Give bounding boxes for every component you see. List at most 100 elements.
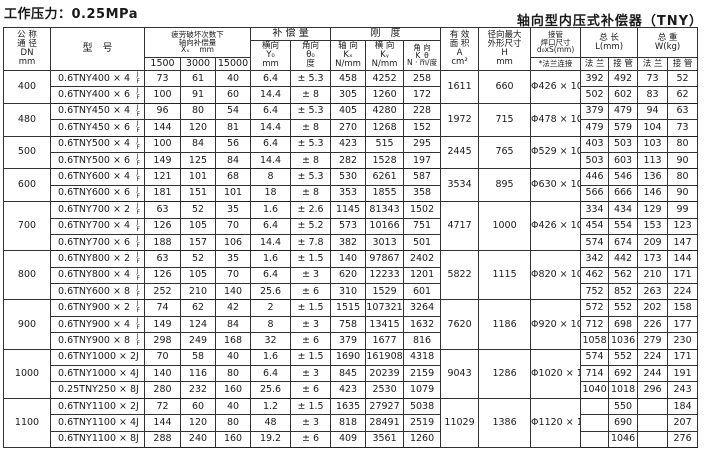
lateral-y-cell: 1.6 xyxy=(250,250,292,268)
angular-theta-cell: ± 6 xyxy=(290,283,332,301)
fatigue-3000-cell: 157 xyxy=(180,233,216,252)
fatigue-15000-cell: 106 xyxy=(214,233,252,252)
header-angular-k: 角 向 K_θ N · m/度 xyxy=(403,40,442,71)
dn-cell: 800 xyxy=(3,250,51,301)
length-pipe-cell: 579 xyxy=(608,119,639,137)
fatigue-1500-cell: 181 xyxy=(144,184,181,203)
fatigue-15000-cell: 56 xyxy=(214,135,252,153)
axial-k-cell: 620 xyxy=(330,266,367,285)
flange-mark: F xyxy=(136,340,140,348)
axial-k-cell: 310 xyxy=(330,283,367,301)
angular-theta-cell: ± 1.5 xyxy=(290,397,332,416)
header-flange-connection: *法兰连接 xyxy=(530,57,582,71)
fatigue-15000-cell: 35 xyxy=(214,250,252,268)
length-flange-cell: 502 xyxy=(580,86,610,104)
weight-flange-cell: 210 xyxy=(637,266,669,285)
outer-size-cell: 715 xyxy=(478,102,532,137)
weld-size-cell: Φ426 × 10 xyxy=(530,70,582,104)
flange-mark: F xyxy=(136,78,140,85)
axial-k-cell: 382 xyxy=(330,233,367,252)
fatigue-1500-cell: 100 xyxy=(144,86,181,104)
lateral-k-cell: 1529 xyxy=(365,283,405,301)
axial-k-cell: 379 xyxy=(330,332,367,350)
fatigue-15000-cell: 35 xyxy=(214,201,252,219)
length-pipe-cell: 690 xyxy=(608,414,639,432)
fatigue-1500-cell: 96 xyxy=(144,102,181,121)
axial-k-cell: 409 xyxy=(330,430,367,448)
area-cell: 5822 xyxy=(440,250,480,301)
table-row: 0.6TNY1100 × 8J 288 240 160 19.2 ± 6 409 3561 12… xyxy=(4,430,699,448)
lateral-k-cell: 97867 xyxy=(365,250,405,268)
axial-k-cell: 305 xyxy=(330,86,367,104)
flange-mark: F xyxy=(136,225,140,233)
fatigue-1500-cell: 140 xyxy=(144,365,181,383)
fatigue-15000-cell: 84 xyxy=(214,315,252,334)
fatigue-1500-cell: 149 xyxy=(144,315,181,334)
angular-k-cell: 172 xyxy=(403,86,442,104)
fatigue-3000-cell: 249 xyxy=(180,332,216,350)
length-flange-cell: 714 xyxy=(580,365,610,383)
pipe-mark: J xyxy=(136,333,139,341)
fatigue-3000-cell: 52 xyxy=(180,201,216,219)
header-length: 总 长 L(mm) xyxy=(580,27,639,58)
length-pipe-cell: 434 xyxy=(608,201,639,219)
length-pipe-cell: 546 xyxy=(608,168,639,186)
outer-size-cell: 1286 xyxy=(478,348,532,399)
lateral-y-cell: 25.6 xyxy=(250,381,292,399)
weight-pipe-cell: 276 xyxy=(667,430,699,448)
axial-k-cell: 1515 xyxy=(330,299,367,317)
length-flange-cell: 712 xyxy=(580,315,610,334)
length-flange-cell: 446 xyxy=(580,168,610,186)
weight-flange-cell xyxy=(637,430,669,448)
area-cell: 11029 xyxy=(440,397,480,448)
area-cell: 1972 xyxy=(440,102,480,137)
flange-mark: F xyxy=(136,127,140,135)
lateral-y-cell: 14.4 xyxy=(250,233,292,252)
lateral-k-cell: 12233 xyxy=(365,266,405,285)
weight-flange-cell: 129 xyxy=(637,201,669,219)
angular-theta-cell: ± 6 xyxy=(290,332,332,350)
length-pipe-cell: 552 xyxy=(608,299,639,317)
lateral-y-cell: 8 xyxy=(250,168,292,186)
dn-cell: 500 xyxy=(3,135,51,170)
spec-table: 公 称通 径 DN mm 型 号 疲劳破坏次数下 轴向补偿量 Xₓ mm 补 偿 量 刚… xyxy=(3,27,699,448)
table-row: 700 0.6TNY700 × 2 J F 63 52 35 1.6 ± 2.6 1145 8134… xyxy=(3,201,699,252)
area-cell: 9043 xyxy=(440,348,480,399)
table-row: 0.6TNY500 × 6 J F 149 125 84 14.4 ± 8 282 1528 197… xyxy=(4,151,699,170)
dn-cell: 700 xyxy=(3,201,51,252)
length-flange-cell: 392 xyxy=(580,69,610,88)
weight-pipe-cell: 207 xyxy=(667,414,699,432)
weight-flange-cell xyxy=(637,414,669,432)
weight-flange-cell: 224 xyxy=(637,348,669,367)
weight-flange-cell: 104 xyxy=(637,119,669,137)
length-flange-cell: 1040 xyxy=(580,381,610,399)
axial-k-cell: 405 xyxy=(330,102,367,121)
weight-flange-cell: 113 xyxy=(637,151,669,170)
length-flange-cell: 566 xyxy=(580,184,610,203)
weight-pipe-cell: 63 xyxy=(667,102,699,121)
weight-flange-cell: 263 xyxy=(637,283,669,301)
model-name: 0.6TNY400 × 4 xyxy=(58,72,130,84)
model-cell: 0.6TNY1000 × 2J xyxy=(50,348,145,367)
header-angular-theta: 角向 θ₀ 度 xyxy=(290,40,332,71)
lateral-k-cell: 1528 xyxy=(365,151,405,170)
lateral-y-cell: 1.2 xyxy=(250,397,292,416)
table-row: 0.6TNY700 × 4 J F 126 105 70 6.4 ± 5.2 573 10166 7… xyxy=(4,217,699,235)
weight-pipe-cell: 62 xyxy=(667,86,699,104)
lateral-k-cell: 4280 xyxy=(365,102,405,121)
axial-k-cell: 1145 xyxy=(330,201,367,219)
table-row: 0.6TNY900 × 4 J F 149 124 84 8 ± 3 758 13415 1632 7… xyxy=(4,315,699,334)
angular-theta-cell: ± 3 xyxy=(290,315,332,334)
fatigue-3000-cell: 61 xyxy=(180,69,216,88)
length-flange-cell: 503 xyxy=(580,151,610,170)
weight-flange-cell: 83 xyxy=(637,86,669,104)
lateral-y-cell: 6.4 xyxy=(250,135,292,153)
